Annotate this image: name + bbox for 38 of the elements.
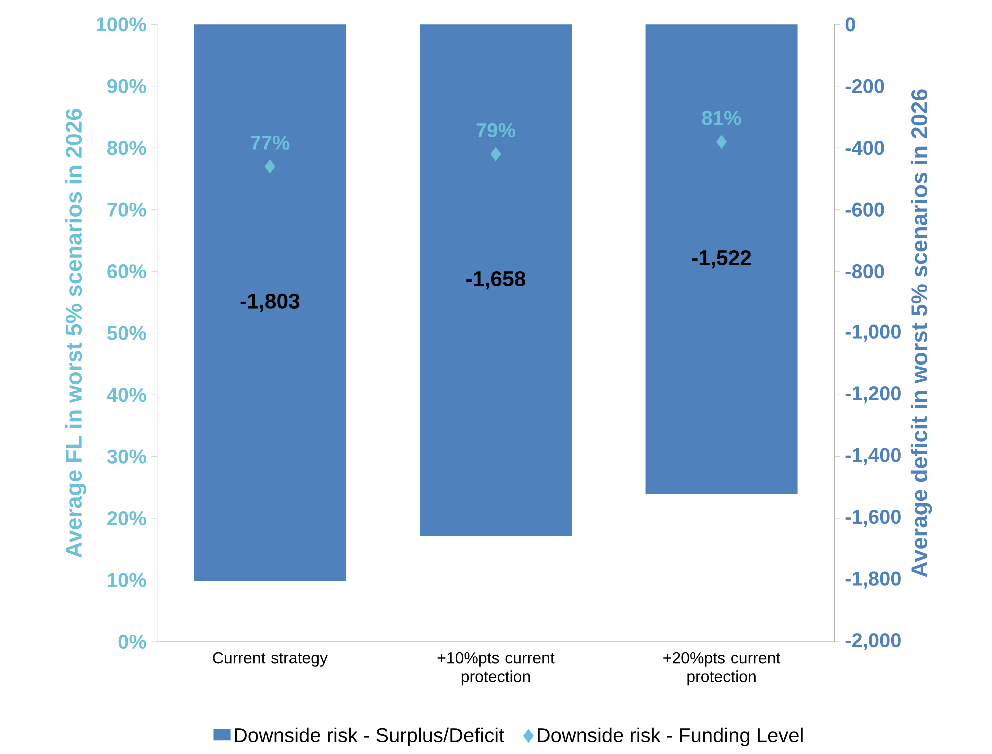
x-tick-label: +10%pts current protection — [438, 652, 555, 686]
data-label: 79% — [476, 123, 516, 138]
y-tick-label: 90% — [108, 79, 146, 94]
y2-tick-label: -2,000 — [846, 633, 901, 651]
y2-tick-label: -600 — [846, 202, 884, 217]
y2-axis-title: Average deficit in worst 5% scenarios in 2026 — [910, 90, 932, 578]
point — [716, 135, 728, 149]
legend-label: Downside risk - Surplus/Deficit — [235, 728, 504, 746]
data-label: 77% — [251, 136, 290, 150]
y-tick-label: 60% — [108, 264, 146, 279]
point — [490, 147, 502, 162]
y-axis-title: Average FL in worst 5% scenarios in 2026 — [65, 109, 87, 558]
y-tick-label: 50% — [108, 326, 146, 340]
y2-tick-label: -800 — [846, 264, 884, 279]
y2-tick-label: 0 — [846, 18, 856, 32]
point — [264, 160, 276, 174]
y-tick-label: 20% — [108, 511, 146, 526]
y-tick-label: 70% — [108, 202, 146, 217]
data-label: -1,658 — [466, 271, 526, 290]
data-label: 81% — [702, 111, 742, 126]
data-label: -1,522 — [692, 250, 752, 269]
data-label: -1,803 — [240, 294, 300, 312]
y2-tick-label: -1,800 — [846, 572, 901, 589]
y2-tick-label: -1,000 — [846, 324, 901, 342]
y-tick-label: 40% — [107, 388, 146, 402]
y2-tick-label: -1,200 — [846, 386, 901, 404]
y-tick-label: 10% — [108, 573, 146, 588]
x-tick-label: +20%pts current protection — [664, 652, 781, 686]
y-tick-label: 30% — [107, 450, 146, 464]
y-tick-label: 80% — [108, 141, 146, 156]
y2-tick-label: -400 — [846, 141, 884, 156]
y2-tick-label: -200 — [846, 79, 884, 94]
y2-tick-label: -1,600 — [846, 510, 901, 528]
x-tick-label: Current strategy — [213, 652, 328, 667]
legend-label: Downside risk - Funding Level — [538, 728, 803, 746]
y-tick-label: 100% — [97, 18, 146, 32]
y-tick-label: 0% — [118, 634, 146, 650]
y2-tick-label: -1,400 — [846, 448, 901, 466]
